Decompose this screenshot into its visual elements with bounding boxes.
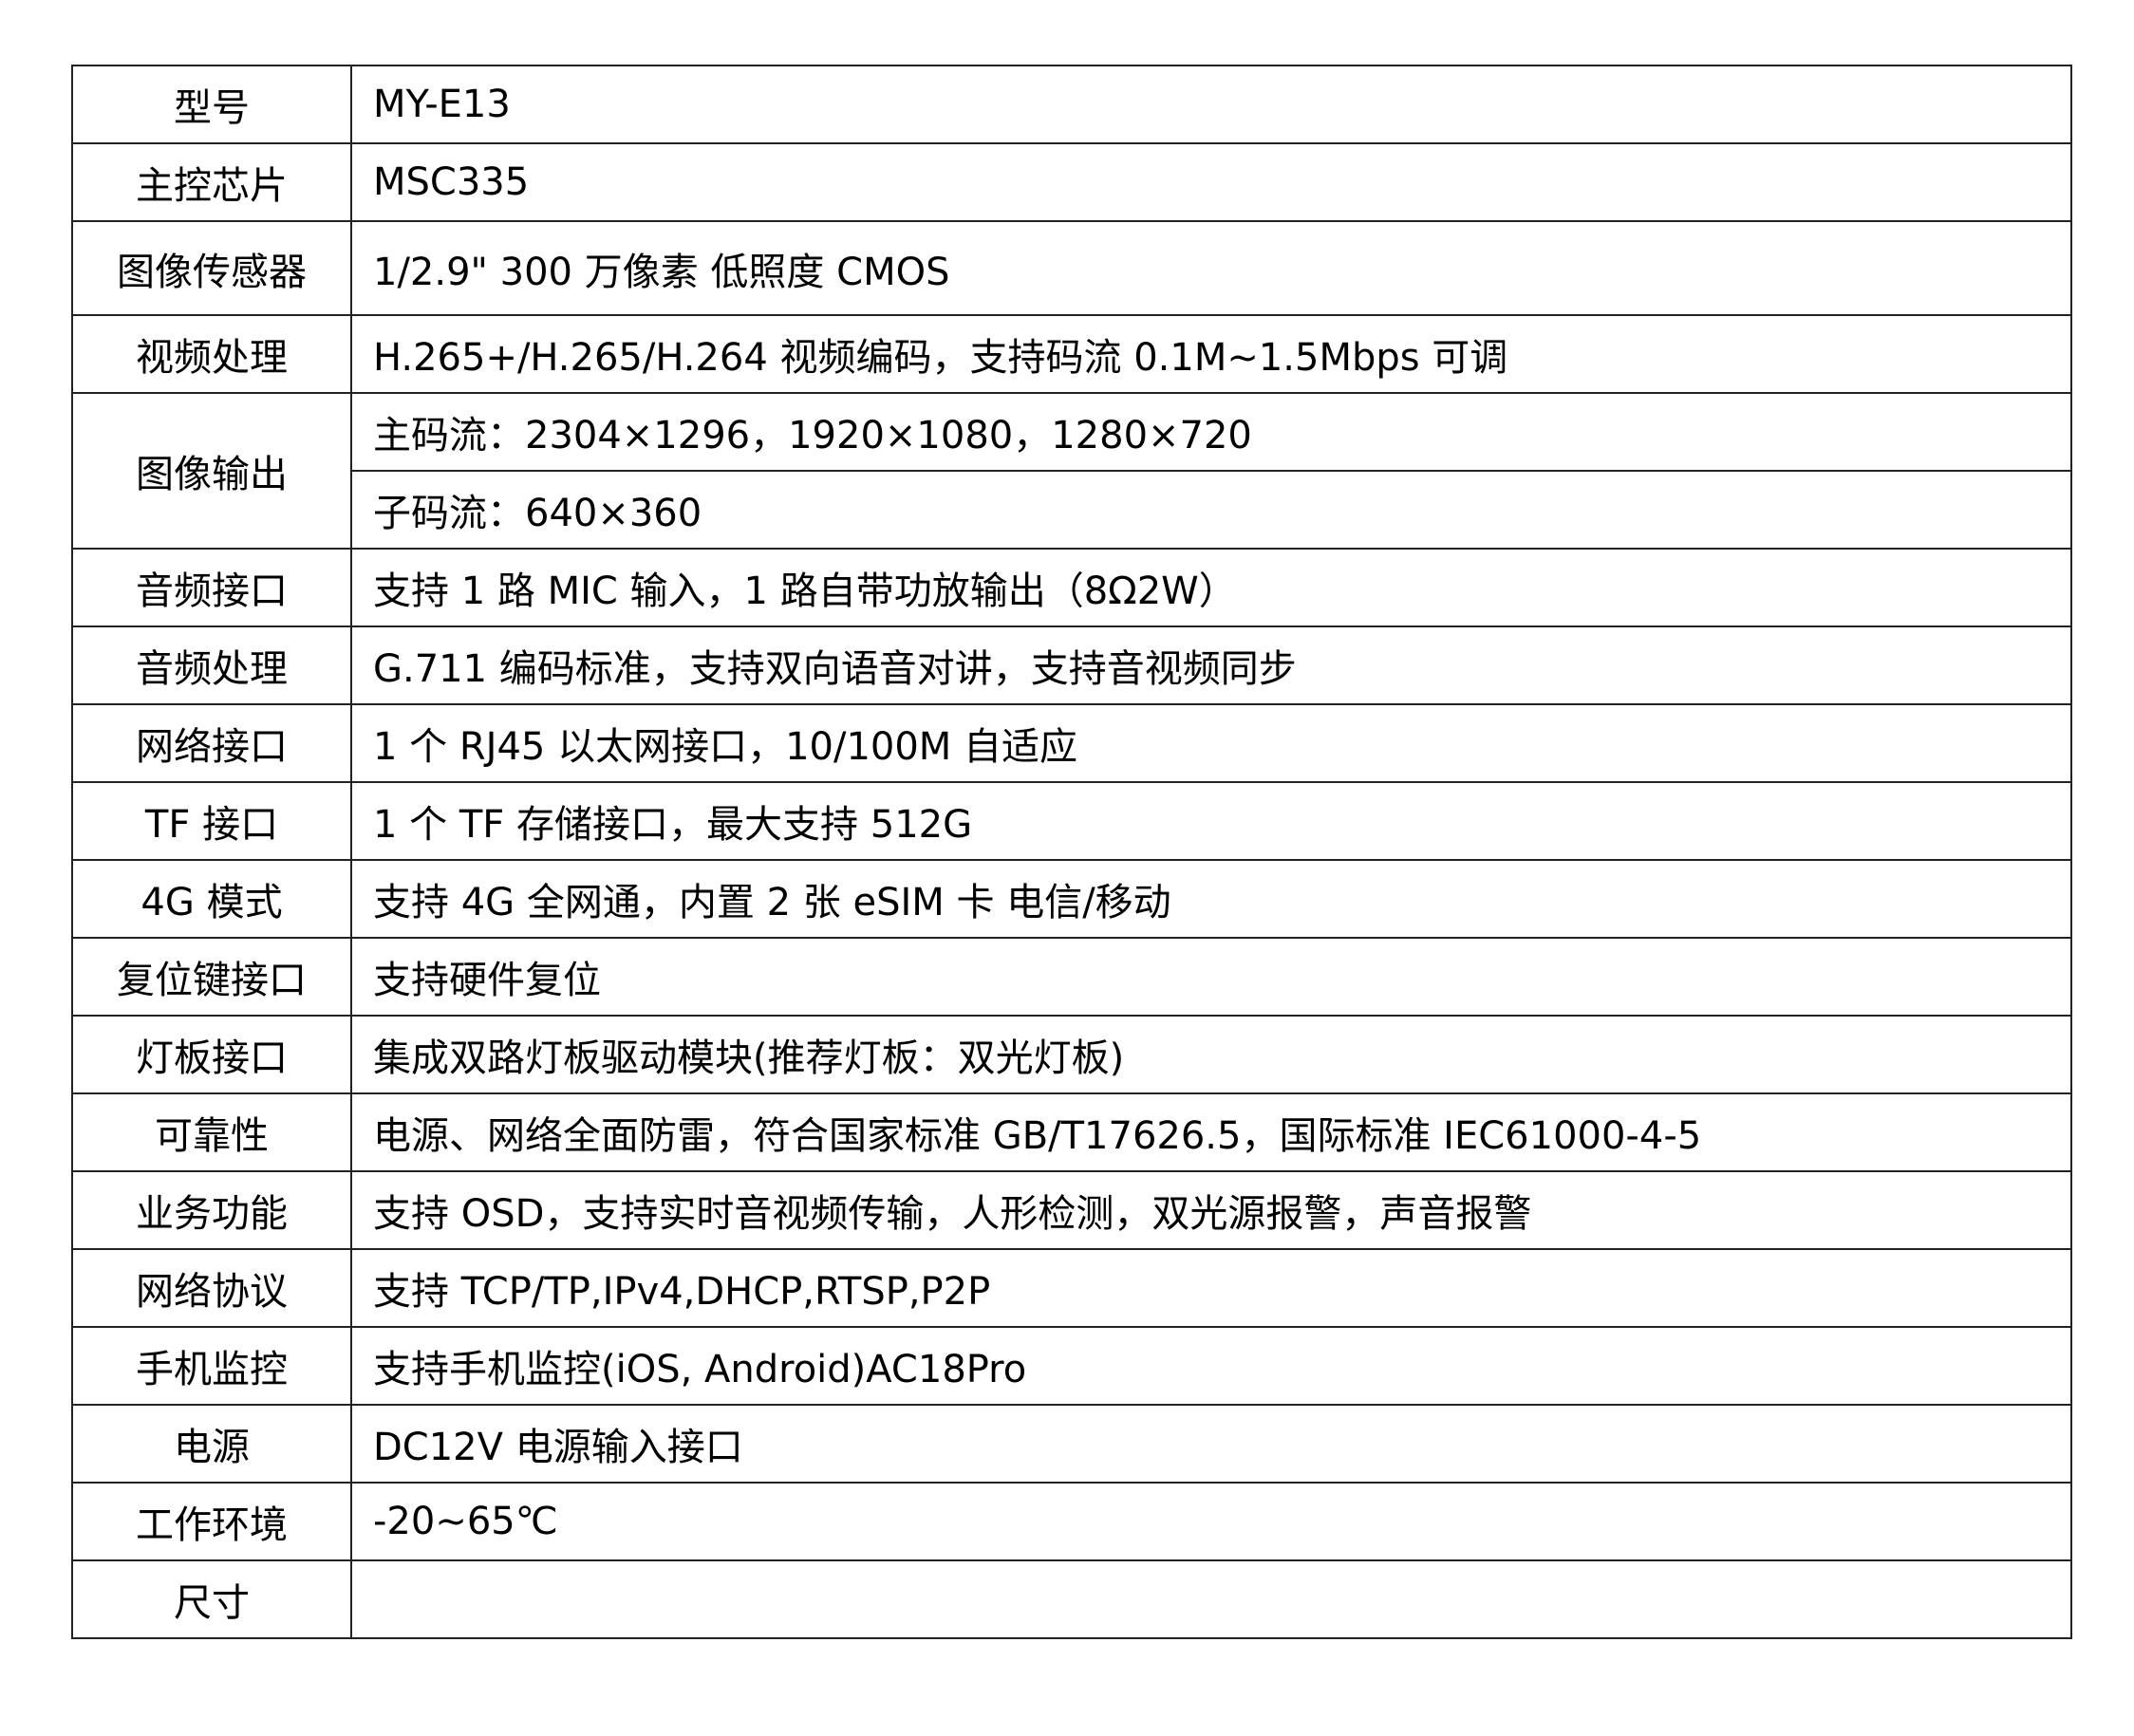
spec-value: 支持 4G 全网通，内置 2 张 eSIM 卡 电信/移动 <box>350 859 2072 939</box>
spec-table: 型号 MY-E13 主控芯片 MSC335 图像传感器 1/2.9" 300 万像素 低照… <box>71 65 2072 1639</box>
spec-value: H.265+/H.265/H.264 视频编码，支持码流 0.1M~1.5Mbp… <box>350 314 2072 394</box>
spec-value: MSC335 <box>350 142 2072 222</box>
spec-value: DC12V 电源输入接口 <box>350 1404 2072 1484</box>
table-row: 音频处理 G.711 编码标准，支持双向语音对讲，支持音视频同步 <box>71 625 2072 705</box>
table-row: 工作环境 -20~65℃ <box>71 1482 2072 1561</box>
table-row: 业务功能 支持 OSD，支持实时音视频传输，人形检测，双光源报警，声音报警 <box>71 1170 2072 1250</box>
spec-value: MY-E13 <box>350 65 2072 144</box>
spec-label: 音频处理 <box>71 625 352 705</box>
spec-label: 主控芯片 <box>71 142 352 222</box>
spec-label: 工作环境 <box>71 1482 352 1561</box>
spec-value: 子码流：640×360 <box>350 470 2072 550</box>
spec-value: 支持硬件复位 <box>350 937 2072 1017</box>
table-row: 视频处理 H.265+/H.265/H.264 视频编码，支持码流 0.1M~1.… <box>71 314 2072 394</box>
spec-value: 电源、网络全面防雷，符合国家标准 GB/T17626.5，国际标准 IEC610… <box>350 1092 2072 1172</box>
table-row: 灯板接口 集成双路灯板驱动模块(推荐灯板：双光灯板) <box>71 1015 2072 1094</box>
table-row: 网络协议 支持 TCP/TP,IPv4,DHCP,RTSP,P2P <box>71 1248 2072 1328</box>
spec-label: 可靠性 <box>71 1092 352 1172</box>
spec-value: 1 个 RJ45 以太网接口，10/100M 自适应 <box>350 703 2072 783</box>
spec-value: 1 个 TF 存储接口，最大支持 512G <box>350 781 2072 861</box>
table-row: 复位键接口 支持硬件复位 <box>71 937 2072 1017</box>
spec-label: TF 接口 <box>71 781 352 861</box>
spec-label: 灯板接口 <box>71 1015 352 1094</box>
spec-label: 手机监控 <box>71 1326 352 1406</box>
spec-value: 支持 TCP/TP,IPv4,DHCP,RTSP,P2P <box>350 1248 2072 1328</box>
spec-label: 音频接口 <box>71 548 352 627</box>
spec-value <box>350 1559 2072 1639</box>
table-row: 图像输出 主码流：2304×1296，1920×1080，1280×720 <box>71 392 2072 550</box>
spec-label: 图像输出 <box>71 392 352 550</box>
table-row: 图像传感器 1/2.9" 300 万像素 低照度 CMOS <box>71 220 2072 316</box>
spec-label: 型号 <box>71 65 352 144</box>
spec-label: 复位键接口 <box>71 937 352 1017</box>
spec-label: 4G 模式 <box>71 859 352 939</box>
table-row: 子码流：640×360 <box>72 470 2072 550</box>
spec-label: 网络协议 <box>71 1248 352 1328</box>
table-row: 型号 MY-E13 <box>71 65 2072 144</box>
table-row: 主控芯片 MSC335 <box>71 142 2072 222</box>
spec-label: 图像传感器 <box>71 220 352 316</box>
spec-value: 支持 OSD，支持实时音视频传输，人形检测，双光源报警，声音报警 <box>350 1170 2072 1250</box>
spec-label: 尺寸 <box>71 1559 352 1639</box>
table-row: 音频接口 支持 1 路 MIC 输入，1 路自带功放输出（8Ω2W） <box>71 548 2072 627</box>
spec-value: 1/2.9" 300 万像素 低照度 CMOS <box>350 220 2072 316</box>
table-row: TF 接口 1 个 TF 存储接口，最大支持 512G <box>71 781 2072 861</box>
table-row: 尺寸 <box>71 1559 2072 1639</box>
table-row: 手机监控 支持手机监控(iOS, Android)AC18Pro <box>71 1326 2072 1406</box>
spec-value: 支持 1 路 MIC 输入，1 路自带功放输出（8Ω2W） <box>350 548 2072 627</box>
spec-value: 主码流：2304×1296，1920×1080，1280×720 <box>350 392 2072 472</box>
table-row: 网络接口 1 个 RJ45 以太网接口，10/100M 自适应 <box>71 703 2072 783</box>
spec-label: 业务功能 <box>71 1170 352 1250</box>
spec-value: 集成双路灯板驱动模块(推荐灯板：双光灯板) <box>350 1015 2072 1094</box>
spec-value: 支持手机监控(iOS, Android)AC18Pro <box>350 1326 2072 1406</box>
spec-label: 电源 <box>71 1404 352 1484</box>
table-row: 4G 模式 支持 4G 全网通，内置 2 张 eSIM 卡 电信/移动 <box>71 859 2072 939</box>
table-row: 可靠性 电源、网络全面防雷，符合国家标准 GB/T17626.5，国际标准 IEC… <box>71 1092 2072 1172</box>
spec-label: 网络接口 <box>71 703 352 783</box>
spec-label: 视频处理 <box>71 314 352 394</box>
spec-value: -20~65℃ <box>350 1482 2072 1561</box>
spec-value: G.711 编码标准，支持双向语音对讲，支持音视频同步 <box>350 625 2072 705</box>
table-row: 电源 DC12V 电源输入接口 <box>71 1404 2072 1484</box>
